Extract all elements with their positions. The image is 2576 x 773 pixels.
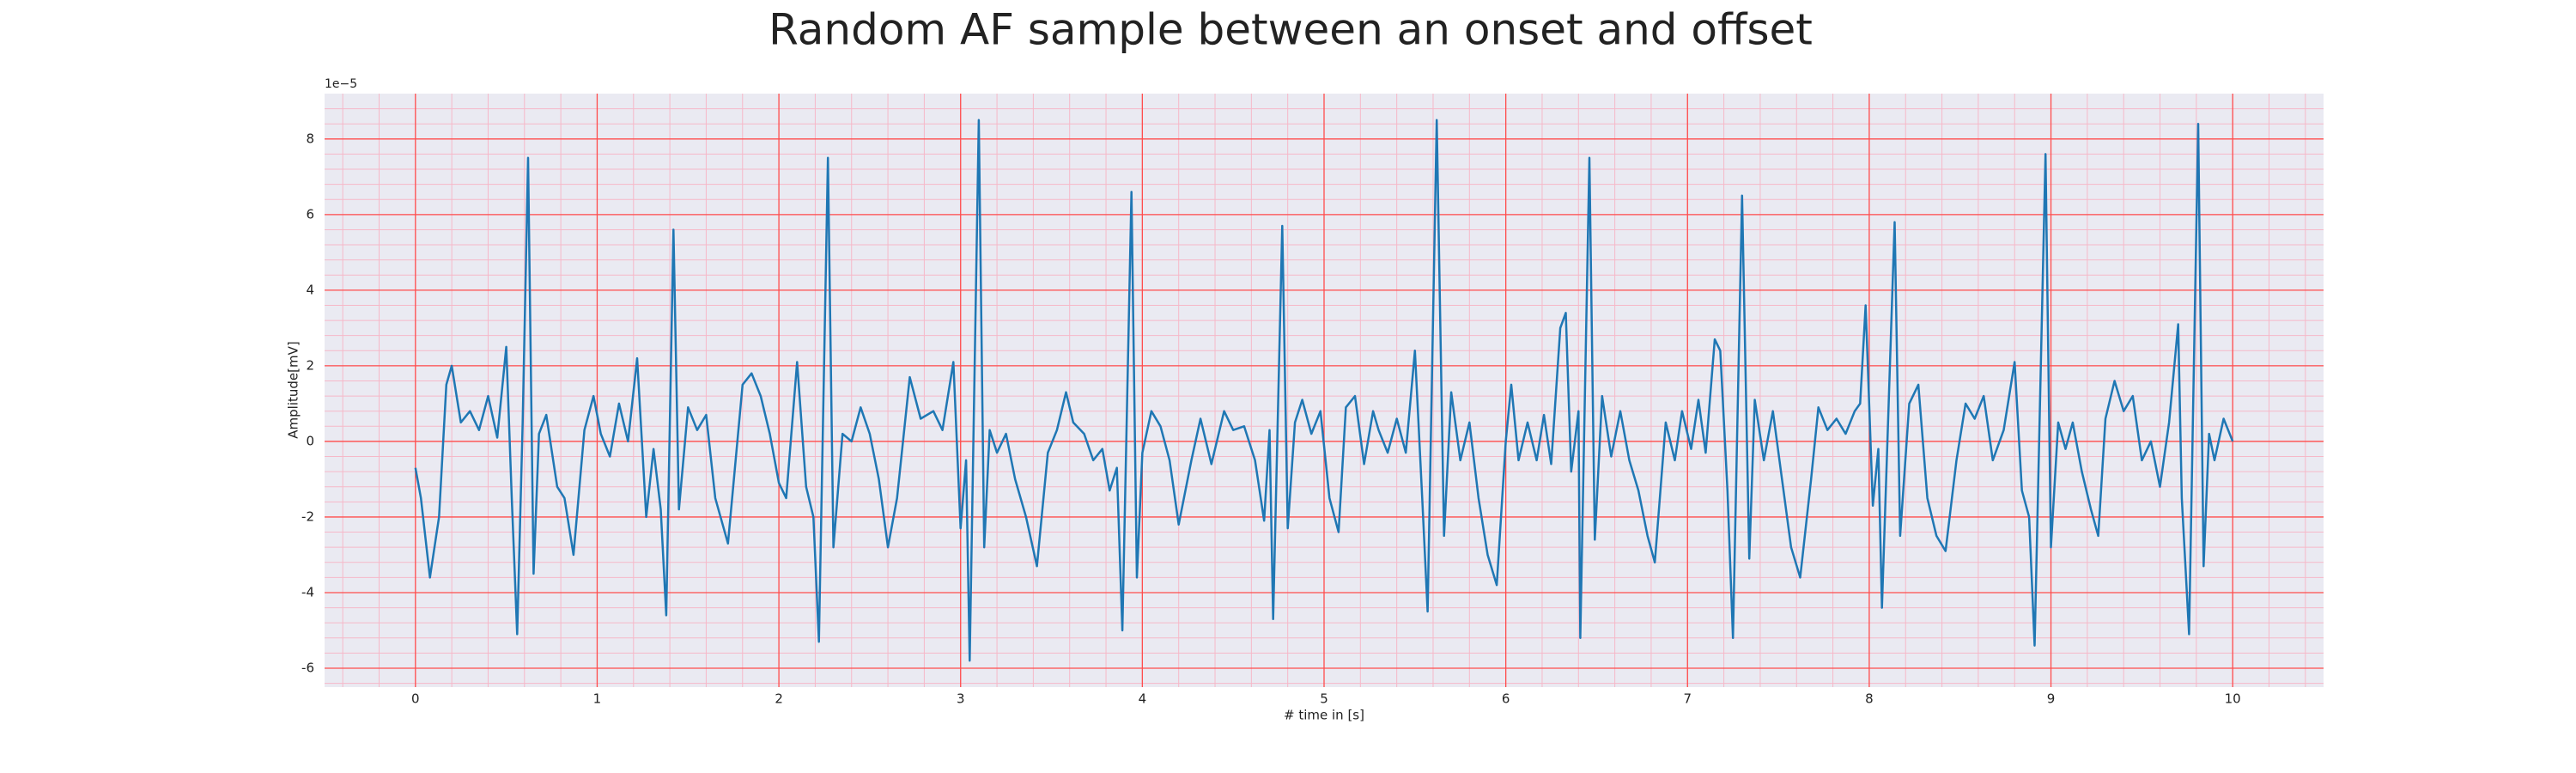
x-axis-label: # time in [s] xyxy=(1284,708,1364,723)
y-tick-label: 0 xyxy=(306,433,314,448)
x-tick-label: 4 xyxy=(1139,691,1147,707)
x-tick-label: 5 xyxy=(1320,691,1328,707)
chart-title: Random AF sample between an onset and of… xyxy=(769,5,1813,55)
x-tick-label: 8 xyxy=(1865,691,1874,707)
y-tick-label: 4 xyxy=(306,282,314,297)
line-series xyxy=(414,119,2234,662)
x-tick-label: 1 xyxy=(593,691,602,707)
x-tick-label: 10 xyxy=(2225,691,2241,707)
y-tick-label: -6 xyxy=(301,660,314,675)
x-tick-label: 6 xyxy=(1502,691,1510,707)
x-tick-label: 2 xyxy=(775,691,783,707)
y-tick-label: -4 xyxy=(301,584,314,600)
y-tick-label: 2 xyxy=(306,357,314,373)
x-tick-label: 9 xyxy=(2047,691,2056,707)
x-tick-label: 3 xyxy=(957,691,965,707)
y-axis-label: Amplitude[mV] xyxy=(286,341,301,438)
x-tick-label: 7 xyxy=(1683,691,1692,707)
y-tick-label: 8 xyxy=(306,131,314,146)
y-tick-label: 6 xyxy=(306,206,314,222)
y-tick-label: -2 xyxy=(301,508,314,524)
y-offset-label: 1e−5 xyxy=(325,77,357,91)
x-tick-label: 0 xyxy=(411,691,420,707)
